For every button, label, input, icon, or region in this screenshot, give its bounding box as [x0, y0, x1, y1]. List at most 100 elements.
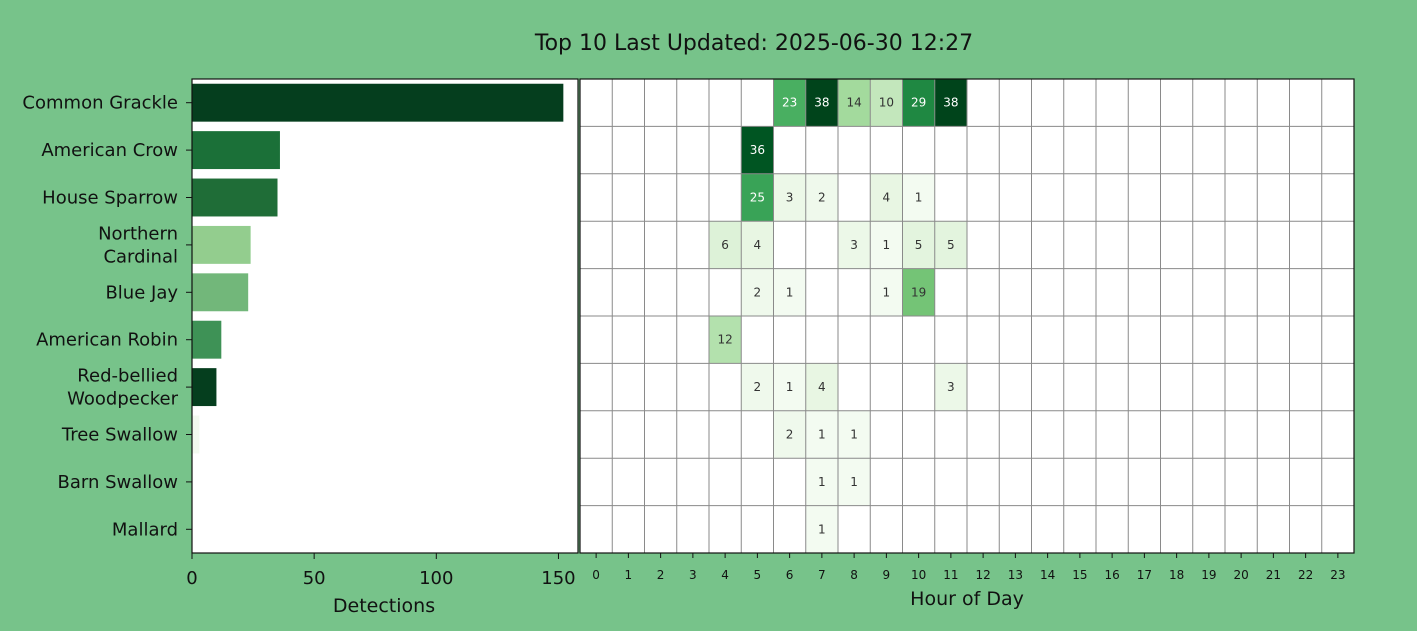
heatmap-hour-label: 1	[625, 568, 633, 582]
heatmap-cell-value: 19	[911, 285, 926, 299]
heatmap-cell-value: 1	[818, 428, 826, 442]
heatmap-hour-label: 10	[911, 568, 926, 582]
heatmap-cell	[934, 363, 967, 411]
heatmap-cell-value: 1	[883, 285, 891, 299]
heatmap-cell-value: 23	[782, 96, 797, 110]
heatmap-cell	[870, 268, 903, 316]
bar-x-tick-label: 50	[303, 568, 326, 589]
bar-label-house-sparrow: House Sparrow	[42, 188, 178, 209]
heatmap-cell	[709, 221, 742, 269]
bar-label-blue-jay: Blue Jay	[105, 282, 178, 303]
heatmap-hour-label: 22	[1298, 568, 1313, 582]
heatmap-hour-label: 8	[850, 568, 858, 582]
heatmap-cell-value: 25	[750, 191, 765, 205]
heatmap-cell	[838, 410, 871, 459]
bar-label-mallard: Mallard	[112, 519, 178, 540]
bar-house-sparrow	[192, 178, 278, 217]
bar-label-american-robin: American Robin	[36, 330, 178, 351]
bar-x-tick-label: 100	[419, 568, 453, 589]
chart-title: Top 10 Last Updated: 2025-06-30 12:27	[534, 31, 973, 56]
heatmap-cell-value: 5	[947, 238, 955, 252]
heatmap-hour-label: 19	[1201, 568, 1216, 582]
heatmap-cell-value: 6	[721, 238, 729, 252]
bar-barn-swallow	[192, 462, 197, 501]
heatmap-hour-label: 5	[754, 568, 762, 582]
bar-label-tree-swallow: Tree Swallow	[61, 425, 178, 446]
heatmap-cell	[805, 173, 838, 222]
heatmap-cell	[902, 79, 935, 127]
heatmap-hour-label: 21	[1266, 568, 1281, 582]
heatmap-hour-label: 14	[1040, 568, 1055, 582]
heatmap-cell	[741, 173, 774, 222]
bar-blue-jay	[192, 273, 249, 312]
heatmap-cell	[934, 221, 967, 269]
heatmap-hour-label: 4	[721, 568, 729, 582]
heatmap-cell-value: 2	[754, 285, 762, 299]
heatmap-cell-value: 2	[786, 428, 794, 442]
heatmap-cell	[902, 173, 935, 222]
heatmap-hour-label: 20	[1233, 568, 1248, 582]
heatmap-cell-value: 1	[786, 285, 794, 299]
heatmap-cell	[902, 221, 935, 269]
heatmap-hour-label: 3	[689, 568, 697, 582]
detections-bar-panel: Common Grackle American Crow House Sparrow…	[22, 78, 579, 589]
heatmap-x-axis-label: Hour of Day	[910, 588, 1024, 610]
heatmap-cell	[741, 126, 774, 174]
bar-northern-cardinal	[192, 225, 251, 264]
heatmap-cell-value: 1	[818, 522, 826, 536]
heatmap-cell	[741, 221, 774, 269]
heatmap-cell	[902, 268, 935, 316]
heatmap-cell	[773, 268, 806, 316]
heatmap-cell	[870, 79, 903, 127]
heatmap-hour-label: 7	[818, 568, 826, 582]
heatmap-cell	[838, 221, 871, 269]
bar-label-red-bellied-woodpecker: Red-bellied Woodpecker	[67, 366, 178, 410]
heatmap-hour-label: 18	[1169, 568, 1184, 582]
heatmap-hour-label: 16	[1104, 568, 1119, 582]
heatmap-cell-value: 1	[850, 428, 858, 442]
bar-american-robin	[192, 320, 222, 359]
heatmap-cell-value: 38	[814, 96, 829, 110]
heatmap-cell-value: 4	[883, 191, 891, 205]
heatmap-cell-value: 3	[947, 380, 955, 394]
heatmap-cell-value: 4	[818, 380, 826, 394]
heatmap-cell	[805, 363, 838, 411]
bar-x-tick-label: 150	[541, 568, 575, 589]
heatmap-cell-value: 3	[850, 238, 858, 252]
heatmap-cell	[741, 363, 774, 411]
heatmap-hour-label: 0	[592, 568, 600, 582]
heatmap-cell	[805, 410, 838, 459]
bar-label-barn-swallow: Barn Swallow	[57, 472, 178, 493]
heatmap-hour-label: 6	[786, 568, 794, 582]
bar-label-northern-cardinal: Northern Cardinal	[98, 223, 178, 267]
heatmap-cell-value: 1	[786, 380, 794, 394]
heatmap-frame	[579, 78, 1355, 554]
bar-common-grackle	[192, 83, 564, 122]
heatmap-hour-label: 17	[1137, 568, 1152, 582]
heatmap-cell	[773, 410, 806, 459]
heatmap-cell	[805, 79, 838, 127]
bar-x-tick-label: 0	[186, 568, 197, 589]
heatmap-cell	[838, 79, 871, 127]
heatmap-cell	[934, 79, 967, 127]
bar-label-american-crow: American Crow	[41, 140, 178, 161]
heatmap-hour-label: 9	[883, 568, 891, 582]
bar-tree-swallow	[192, 415, 200, 454]
heatmap-cell-value: 1	[883, 238, 891, 252]
bar-x-axis-label: Detections	[333, 595, 435, 617]
heatmap-cell-value: 38	[943, 96, 958, 110]
heatmap-cell-value: 1	[915, 191, 923, 205]
heatmap-cell-value: 14	[846, 96, 861, 110]
heatmap-hour-label: 2	[657, 568, 665, 582]
heatmap-cell-value: 12	[717, 333, 732, 347]
heatmap-hour-label: 11	[943, 568, 958, 582]
bar-mallard	[192, 510, 195, 549]
heatmap-cell	[805, 458, 838, 506]
heatmap-cell-value: 1	[850, 475, 858, 489]
heatmap-cell-value: 1	[818, 475, 826, 489]
heatmap-cell-value: 10	[879, 96, 894, 110]
bar-red-bellied-woodpecker	[192, 368, 217, 407]
heatmap-cell	[709, 316, 742, 364]
